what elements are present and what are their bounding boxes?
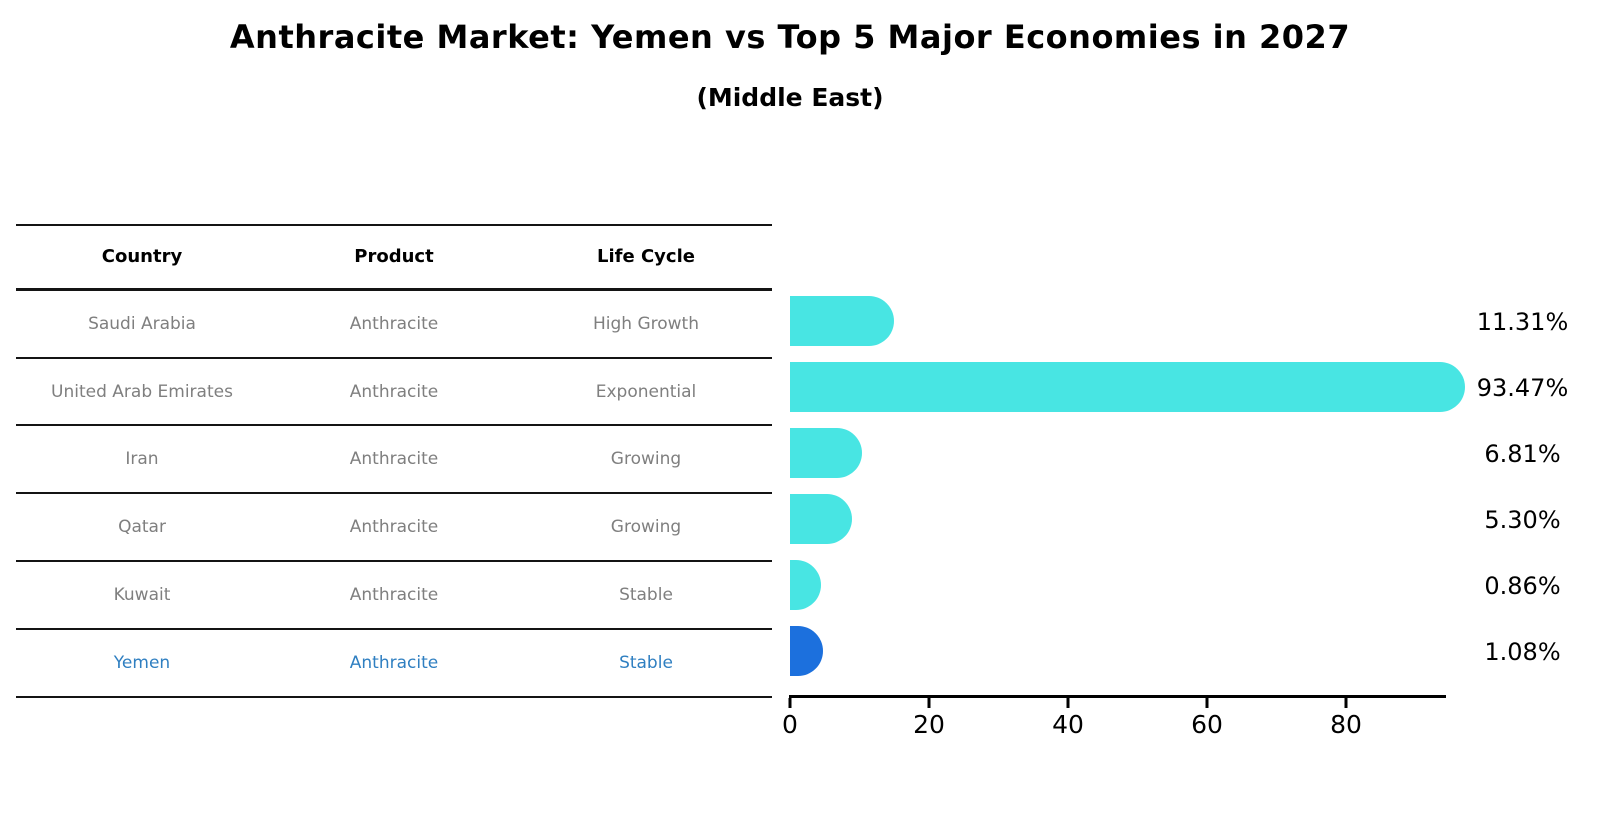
life-cycle-cell: Stable bbox=[619, 585, 673, 606]
x-tick-mark bbox=[927, 698, 931, 708]
country-cell: United Arab Emirates bbox=[51, 381, 233, 402]
value-label: 6.81% bbox=[1484, 440, 1561, 468]
table-row: Saudi Arabia Anthracite High Growth bbox=[16, 291, 772, 359]
country-cell: Qatar bbox=[118, 517, 166, 538]
x-tick-mark bbox=[1344, 698, 1348, 708]
chart-subtitle: (Middle East) bbox=[696, 83, 884, 112]
x-tick-label: 60 bbox=[1191, 710, 1223, 739]
product-cell: Anthracite bbox=[349, 517, 439, 538]
x-tick-label: 20 bbox=[913, 710, 945, 739]
life-cycle-cell: Growing bbox=[610, 517, 682, 538]
country-cell: Yemen bbox=[113, 653, 171, 674]
value-label: 11.31% bbox=[1476, 308, 1569, 336]
x-tick-label: 80 bbox=[1330, 710, 1362, 739]
x-tick-mark bbox=[788, 698, 792, 708]
country-cell: Iran bbox=[125, 449, 159, 470]
life-cycle-cell: Exponential bbox=[595, 381, 697, 402]
value-label: 5.30% bbox=[1484, 506, 1561, 534]
life-cycle-cell: High Growth bbox=[592, 313, 699, 334]
value-bar bbox=[790, 626, 823, 676]
product-cell: Anthracite bbox=[349, 585, 439, 606]
x-tick-mark bbox=[1066, 698, 1070, 708]
x-axis-line bbox=[789, 695, 1446, 698]
x-tick-label: 40 bbox=[1052, 710, 1084, 739]
value-bar bbox=[790, 428, 863, 478]
table-row: Kuwait Anthracite Stable bbox=[16, 562, 772, 631]
value-label: 93.47% bbox=[1476, 374, 1569, 402]
table-header-life-cycle: Life Cycle bbox=[597, 246, 695, 268]
x-tick-label: 0 bbox=[782, 710, 798, 739]
product-cell: Anthracite bbox=[349, 653, 439, 674]
country-cell: Kuwait bbox=[113, 585, 171, 606]
table-row: Qatar Anthracite Growing bbox=[16, 494, 772, 563]
value-bar bbox=[790, 296, 894, 346]
value-label: 0.86% bbox=[1484, 572, 1561, 600]
table-header-product: Product bbox=[354, 246, 434, 268]
product-cell: Anthracite bbox=[349, 381, 439, 402]
product-cell: Anthracite bbox=[349, 313, 439, 334]
chart-title: Anthracite Market: Yemen vs Top 5 Major … bbox=[229, 18, 1351, 56]
value-label: 1.08% bbox=[1484, 638, 1561, 666]
country-table: Country Product Life Cycle Saudi Arabia … bbox=[16, 224, 772, 698]
x-tick-mark bbox=[1205, 698, 1209, 708]
table-header-country: Country bbox=[101, 246, 183, 268]
country-cell: Saudi Arabia bbox=[88, 313, 196, 334]
value-bar bbox=[790, 560, 821, 610]
life-cycle-cell: Stable bbox=[619, 653, 673, 674]
life-cycle-cell: Growing bbox=[610, 449, 682, 470]
table-row: Yemen Anthracite Stable bbox=[16, 630, 772, 698]
value-bar bbox=[790, 362, 1465, 412]
value-bar bbox=[790, 494, 852, 544]
product-cell: Anthracite bbox=[349, 449, 439, 470]
table-row: Iran Anthracite Growing bbox=[16, 426, 772, 495]
table-row: United Arab Emirates Anthracite Exponent… bbox=[16, 359, 772, 427]
table-header-row: Country Product Life Cycle bbox=[16, 226, 772, 291]
